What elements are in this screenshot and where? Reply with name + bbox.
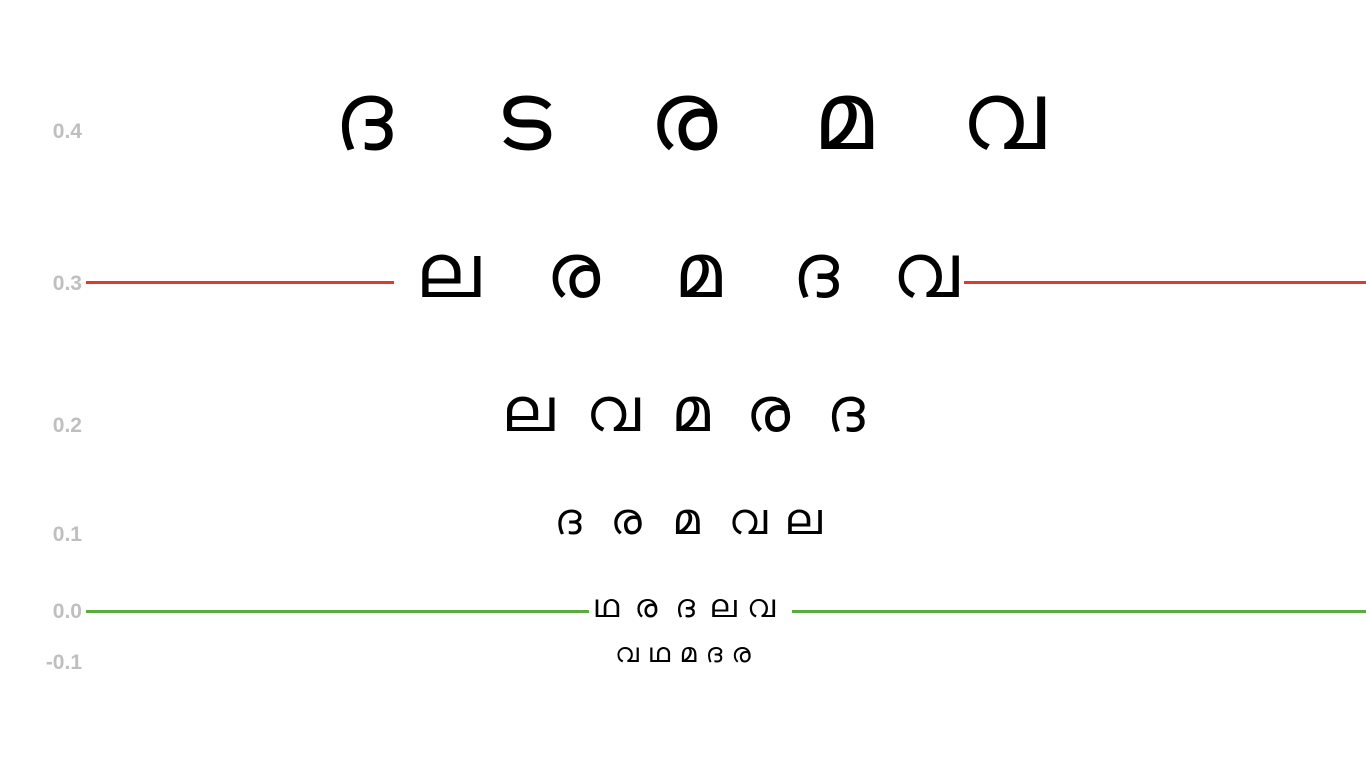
optotype-letter: ദ [792, 226, 839, 315]
optotype-letter: ല [415, 226, 481, 315]
optotype-letter: ട [494, 60, 552, 172]
optotype-letter: വ [960, 60, 1046, 172]
optotype-letter: ര [745, 373, 791, 446]
optotype-letter: മ [812, 60, 874, 172]
red-reference-line [964, 281, 1366, 284]
optotype-letter: ഥ [592, 587, 620, 625]
optotype-letter: വ [746, 587, 776, 625]
optotype-letter: മ [679, 638, 697, 669]
optotype-letter: വ [585, 373, 641, 446]
optotype-letter: മ [672, 494, 700, 545]
row-label: 0.3 [52, 272, 82, 295]
red-reference-line [86, 281, 394, 284]
optotype-letter: ല [709, 587, 737, 625]
optotype-letter: ഥ [647, 638, 671, 669]
optotype-letter: ര [634, 587, 658, 625]
optotype-letter: ദ [333, 60, 393, 172]
green-reference-line [86, 610, 589, 613]
optotype-letter: ദ [826, 373, 865, 446]
row-label: 0.1 [52, 523, 82, 546]
optotype-letter: ദ [675, 587, 695, 625]
green-reference-line [792, 610, 1366, 613]
optotype-letter: ല [501, 373, 555, 446]
optotype-letter: ദ [705, 638, 723, 669]
optotype-letter: ല [784, 494, 822, 545]
optotype-letter: ര [648, 60, 718, 172]
optotype-letter: വ [892, 226, 959, 315]
optotype-letter: ര [610, 494, 642, 545]
optotype-letter: ദ [554, 494, 582, 545]
row-label: 0.2 [52, 414, 82, 437]
optotype-letter: വ [615, 638, 639, 669]
row-label: -0.1 [45, 651, 82, 674]
optotype-letter: മ [671, 373, 710, 446]
row-label: 0.4 [52, 120, 82, 143]
optotype-letter: ര [545, 226, 601, 315]
optotype-letter: ര [731, 638, 751, 669]
optotype-letter: വ [728, 494, 768, 545]
optotype-letter: മ [674, 226, 722, 315]
row-label: 0.0 [52, 600, 82, 623]
